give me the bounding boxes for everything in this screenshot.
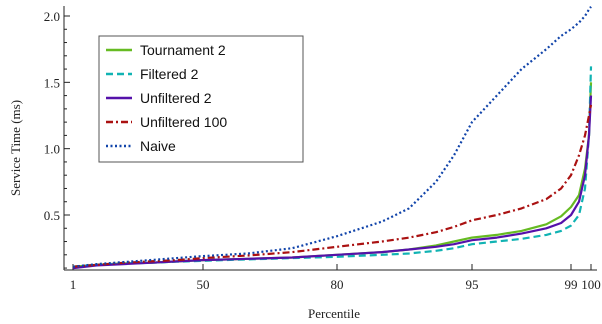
x-tick-label: 80 bbox=[331, 277, 344, 292]
x-axis: 1 50 80 95 99 100 bbox=[70, 264, 601, 292]
x-tick-label: 95 bbox=[466, 277, 479, 292]
series-line-3 bbox=[72, 95, 593, 270]
series-line-4 bbox=[72, 104, 593, 268]
x-axis-label: Percentile bbox=[308, 306, 360, 321]
legend-label-1: Tournament 2 bbox=[140, 42, 226, 58]
legend: Tournament 2 Filtered 2 Unfiltered 2 Unfilt… bbox=[98, 35, 304, 163]
legend-label-2: Filtered 2 bbox=[140, 66, 199, 82]
y-tick-label: 0.5 bbox=[44, 208, 60, 223]
x-tick-label: 1 bbox=[70, 277, 77, 292]
legend-label-3: Unfiltered 2 bbox=[140, 90, 212, 106]
plot-frame bbox=[63, 6, 597, 271]
y-tick-label: 2.0 bbox=[44, 9, 60, 24]
y-axis: 0.5 1.0 1.5 2.0 bbox=[44, 9, 70, 269]
x-tick-label: 99 bbox=[565, 277, 578, 292]
series-line-5 bbox=[72, 6, 592, 268]
y-tick-label: 1.5 bbox=[44, 75, 60, 90]
y-axis-label: Service Time (ms) bbox=[8, 100, 23, 196]
y-tick-label: 1.0 bbox=[44, 142, 60, 157]
x-tick-label: 50 bbox=[197, 277, 210, 292]
series-lines bbox=[72, 6, 593, 270]
legend-label-4: Unfiltered 100 bbox=[140, 114, 227, 130]
legend-label-5: Naive bbox=[140, 138, 176, 154]
legend-box bbox=[98, 35, 304, 163]
x-tick-label: 100 bbox=[581, 277, 601, 292]
